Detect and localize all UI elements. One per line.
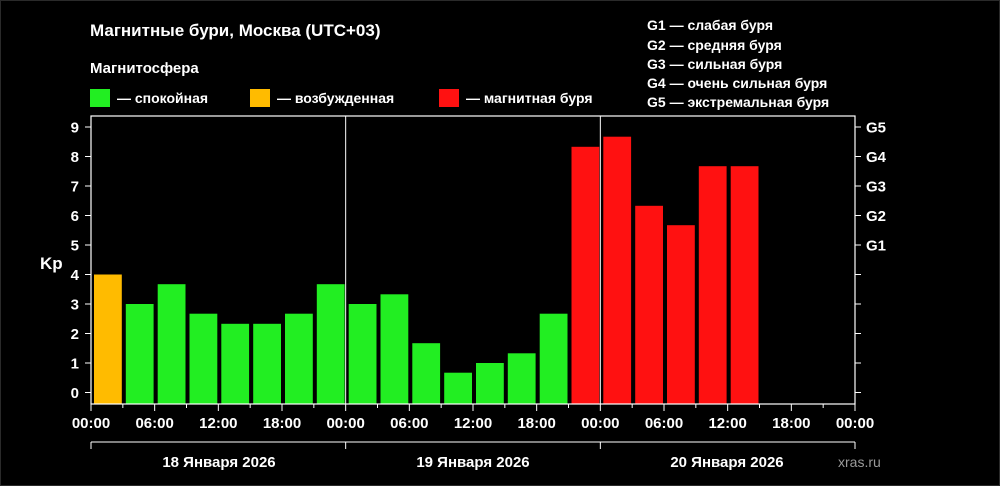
g-scale-label: G3	[866, 179, 886, 196]
kp-bar	[221, 323, 250, 404]
bars-layer	[94, 136, 759, 405]
x-tick-label: 00:00	[326, 415, 364, 432]
g-scale-label: G5	[866, 120, 886, 137]
x-tick-label: 12:00	[454, 415, 492, 432]
kp-bar	[157, 284, 186, 404]
x-tick-label: 00:00	[72, 415, 110, 432]
kp-bar	[380, 294, 409, 404]
g-scale-label: G4	[866, 149, 887, 166]
day-label-2: 19 Января 2026	[416, 454, 529, 471]
x-tick-label: 00:00	[581, 415, 619, 432]
y-tick-label: 9	[71, 120, 79, 137]
x-tick-label: 18:00	[263, 415, 301, 432]
kp-bar	[476, 363, 504, 404]
y-tick-label: 6	[71, 208, 79, 225]
day-label-3: 20 Января 2026	[670, 454, 783, 471]
y-tick-label: 3	[71, 297, 79, 314]
x-tick-label: 06:00	[645, 415, 683, 432]
x-tick-label: 18:00	[772, 415, 810, 432]
x-tick-label: 12:00	[199, 415, 237, 432]
kp-bar	[635, 205, 663, 404]
y-tick-label: 0	[71, 385, 79, 402]
legend-swatch-active	[250, 89, 270, 107]
y-tick-label: 2	[71, 326, 79, 343]
kp-bar	[316, 284, 345, 404]
kp-bar	[94, 274, 122, 404]
kp-bar	[667, 225, 695, 404]
g-scale-label: G2	[866, 208, 886, 225]
kp-bar	[412, 343, 441, 404]
y-tick-label: 1	[71, 356, 79, 373]
kp-bar	[253, 323, 281, 404]
axes-layer: 0 1 2 3 4 5 6 7 8 9 G1 G2 G3 G4 G5 00:00 06:00 12:00 18:00…	[71, 115, 887, 449]
y-tick-label: 7	[71, 179, 79, 196]
kp-bar	[539, 313, 568, 404]
legend-swatch-quiet	[90, 89, 110, 107]
kp-bar	[348, 304, 377, 404]
kp-bar	[603, 136, 632, 404]
kp-bar	[571, 146, 600, 405]
x-tick-label: 00:00	[836, 415, 874, 432]
legend-label-active: — возбужденная	[277, 90, 394, 106]
day-label-1: 18 Января 2026	[162, 454, 275, 471]
x-tick-label: 06:00	[135, 415, 173, 432]
y-axis-label: Kp	[40, 254, 63, 273]
scale-legend-g2: G2 — средняя буря	[647, 37, 782, 53]
x-tick-label: 18:00	[517, 415, 555, 432]
legend-swatch-storm	[439, 89, 459, 107]
kp-bar	[125, 304, 154, 404]
kp-bar	[444, 372, 472, 404]
kp-bar	[698, 166, 727, 404]
kp-bar	[285, 313, 313, 404]
kp-bar	[189, 313, 218, 404]
site-watermark: xras.ru	[838, 454, 881, 470]
scale-legend-g3: G3 — сильная буря	[647, 56, 782, 72]
y-tick-label: 5	[71, 238, 79, 255]
scale-legend-g5: G5 — экстремальная буря	[647, 94, 829, 110]
magnetosphere-subtitle: Магнитосфера	[90, 60, 199, 77]
scale-legend-g1: G1 — слабая буря	[647, 17, 773, 33]
kp-bar	[730, 166, 759, 404]
legend-label-quiet: — спокойная	[117, 90, 208, 106]
scale-legend-g4: G4 — очень сильная буря	[647, 75, 827, 91]
x-tick-label: 12:00	[708, 415, 746, 432]
kp-bar	[507, 353, 536, 404]
y-tick-label: 4	[71, 267, 80, 284]
legend-label-storm: — магнитная буря	[466, 90, 593, 106]
chart-title: Магнитные бури, Москва (UTC+03)	[90, 21, 381, 40]
g-scale-label: G1	[866, 238, 886, 255]
x-tick-label: 06:00	[390, 415, 428, 432]
y-tick-label: 8	[71, 149, 79, 166]
